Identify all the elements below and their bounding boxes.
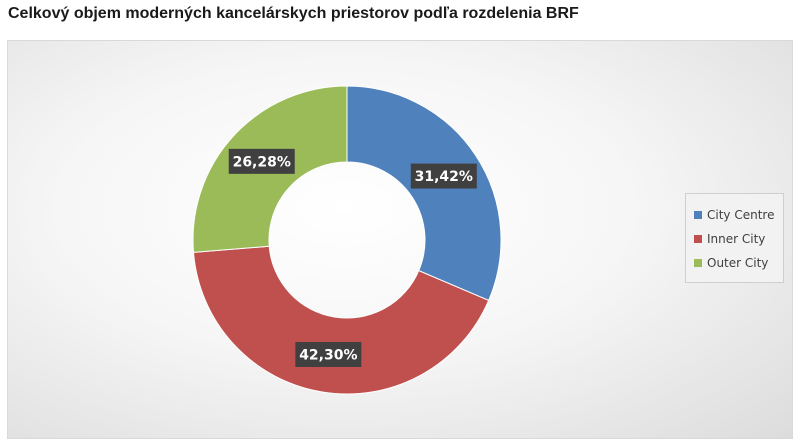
data-label-box (410, 163, 477, 189)
legend-item-city-centre: City Centre (694, 203, 783, 227)
data-label-box (228, 148, 295, 174)
donut-slice-city-centre (346, 85, 502, 302)
legend-item-outer-city: Outer City (694, 251, 783, 275)
donut-chart: 31,42% 42,30% 26,28% (192, 85, 502, 395)
legend-label-inner-city: Inner City (707, 232, 766, 246)
data-label-text: 42,30% (299, 347, 357, 363)
legend-swatch-inner-city (694, 235, 702, 243)
legend-item-inner-city: Inner City (694, 227, 783, 251)
legend-swatch-city-centre (694, 211, 702, 219)
data-label-inner-city: 42,30% (295, 341, 362, 367)
data-label-text: 26,28% (233, 154, 291, 170)
data-label-city-centre: 31,42% (410, 163, 477, 189)
donut-slice-inner-city (192, 245, 490, 395)
data-label-box (295, 341, 362, 367)
data-label-outer-city: 26,28% (228, 148, 295, 174)
chart-area: 31,42% 42,30% 26,28% City Centre Inner Cit… (7, 40, 793, 439)
chart-title: Celkový objem moderných kancelárskych pr… (8, 5, 579, 22)
legend: City Centre Inner City Outer City (685, 193, 784, 283)
legend-label-city-centre: City Centre (707, 208, 775, 222)
legend-label-outer-city: Outer City (707, 256, 769, 270)
donut-data-labels: 31,42% 42,30% 26,28% (228, 148, 477, 367)
legend-swatch-outer-city (694, 259, 702, 267)
data-label-text: 31,42% (415, 169, 473, 185)
